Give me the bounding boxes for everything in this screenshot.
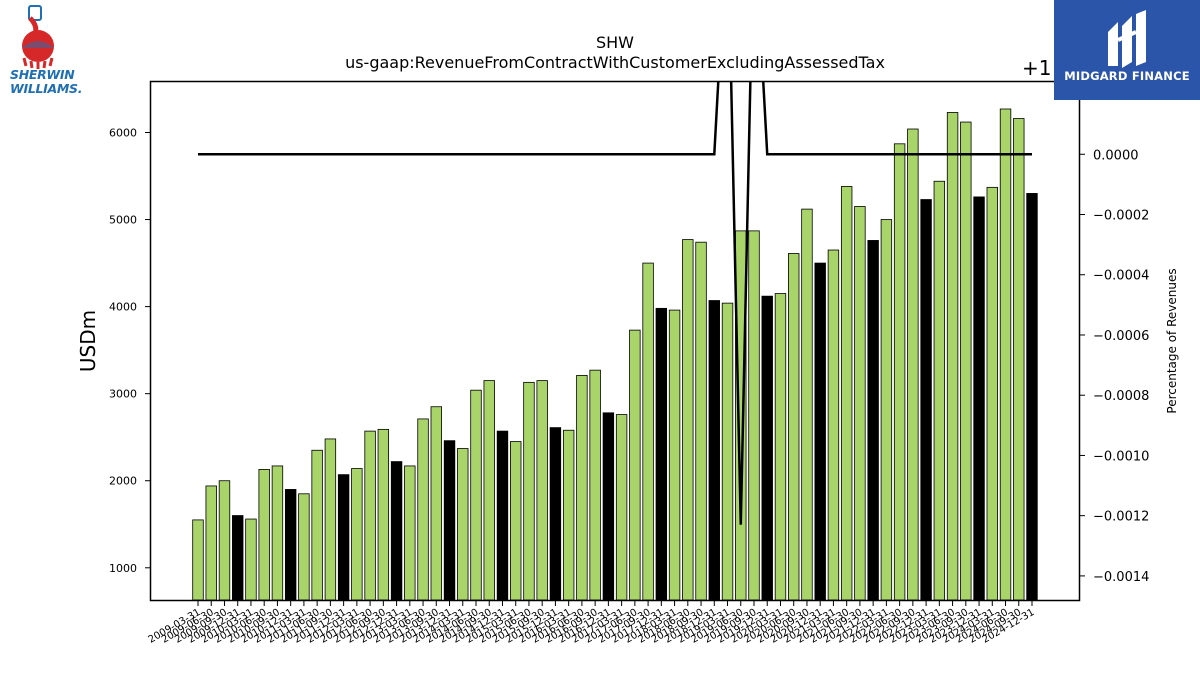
bar-quarter	[854, 206, 866, 601]
bar-quarter	[721, 302, 734, 601]
bar-quarter	[801, 208, 813, 601]
y2-tick-label: −0.0006	[1093, 329, 1149, 344]
bar-quarter	[311, 449, 323, 601]
bar-annual	[867, 240, 879, 601]
bar-annual	[549, 427, 562, 601]
bar-quarter	[668, 309, 681, 601]
y-tick-label: 3000	[109, 388, 137, 401]
bar-quarter	[430, 406, 442, 601]
bar-quarter	[946, 112, 959, 601]
bar-quarter	[960, 121, 972, 601]
bar-annual	[761, 295, 773, 601]
bar-quarter	[298, 493, 310, 601]
bar-quarter	[748, 230, 760, 601]
bar-annual	[232, 515, 244, 601]
bar-annual	[1026, 193, 1038, 601]
bar-quarter	[192, 519, 204, 601]
bar-quarter	[642, 262, 654, 601]
y2-tick-label: −0.0008	[1093, 389, 1149, 404]
bar-annual	[655, 307, 668, 601]
sherwin-williams-logo: SHERWIN WILLIAMS.	[4, 4, 82, 100]
plot-frame	[149, 80, 1081, 602]
y2-tick-label: −0.0014	[1093, 570, 1149, 585]
bar-quarter	[562, 429, 575, 601]
bar-quarter	[324, 438, 337, 601]
bar-annual	[708, 300, 720, 601]
bar-quarter	[258, 469, 270, 601]
bar-quarter	[1013, 118, 1025, 601]
percentage-line	[198, 82, 1032, 525]
bar-quarter	[483, 380, 495, 601]
bar-quarter	[615, 414, 628, 601]
y2-tick-label: −0.0002	[1093, 209, 1149, 224]
y-tick-label: 1000	[109, 562, 137, 575]
bar-quarter	[218, 480, 231, 601]
bar-quarter	[457, 448, 469, 601]
y2-tick-label: −0.0012	[1093, 510, 1149, 525]
bar-quarter	[907, 128, 919, 601]
y-axis-label: USDm	[76, 310, 100, 372]
bar-annual	[973, 196, 985, 601]
bar-quarter	[986, 186, 998, 601]
brand-line-1: SHERWIN	[10, 67, 75, 82]
bar-quarter	[576, 374, 588, 601]
y2-offset-label: +1	[1022, 56, 1051, 80]
y-tick-label: 6000	[109, 126, 137, 139]
bar-quarter	[774, 293, 787, 601]
bar-annual	[496, 430, 509, 601]
chart-subtitle: us-gaap:RevenueFromContractWithCustomerE…	[345, 53, 885, 72]
bar-quarter	[827, 249, 840, 601]
bar-quarter	[788, 253, 800, 601]
y2-axis-label: Percentage of Revenues	[1165, 268, 1179, 413]
y-tick-label: 2000	[109, 475, 137, 488]
bar-quarter	[880, 219, 893, 601]
bar-quarter	[351, 468, 363, 601]
bar-quarter	[377, 428, 390, 601]
bar-annual	[284, 489, 297, 601]
bar-quarter	[470, 389, 482, 601]
bar-quarter	[933, 180, 946, 601]
bar-quarter	[417, 418, 429, 601]
y-tick-label: 5000	[109, 214, 137, 227]
bar-quarter	[589, 369, 601, 601]
bar-quarter	[695, 241, 707, 601]
bar-annual	[337, 474, 350, 601]
bar-annual	[814, 262, 826, 601]
bar-quarter	[245, 518, 257, 601]
midgard-finance-logo: MIDGARD FINANCE	[1054, 0, 1200, 100]
bar-quarter	[682, 239, 694, 601]
midgard-finance-name: MIDGARD FINANCE	[1064, 69, 1190, 83]
bar-quarter	[629, 329, 641, 601]
chart-title: SHW	[596, 33, 634, 52]
bar-annual	[602, 412, 615, 601]
bar-quarter	[893, 143, 906, 601]
bar-annual	[443, 440, 456, 601]
bar-quarter	[404, 465, 416, 601]
bar-quarter	[271, 465, 284, 601]
bar-quarter	[364, 430, 376, 601]
y2-tick-label: −0.0010	[1093, 449, 1149, 464]
paint-globe-icon	[22, 5, 54, 69]
bar-quarter	[205, 485, 217, 601]
bar-annual	[390, 461, 403, 601]
bar-quarter	[523, 381, 535, 601]
bar-quarter	[735, 230, 747, 601]
bar-quarter	[999, 108, 1012, 601]
y2-tick-label: −0.0004	[1093, 269, 1149, 284]
bar-quarter	[840, 186, 853, 601]
bar-annual	[920, 199, 932, 601]
y-tick-label: 4000	[109, 301, 137, 314]
bar-quarter	[510, 441, 522, 601]
midgard-mark-icon	[1108, 10, 1146, 68]
bar-quarter	[536, 380, 548, 601]
brand-line-2: WILLIAMS.	[10, 81, 83, 96]
y2-tick-label: 0.0000	[1093, 148, 1139, 163]
